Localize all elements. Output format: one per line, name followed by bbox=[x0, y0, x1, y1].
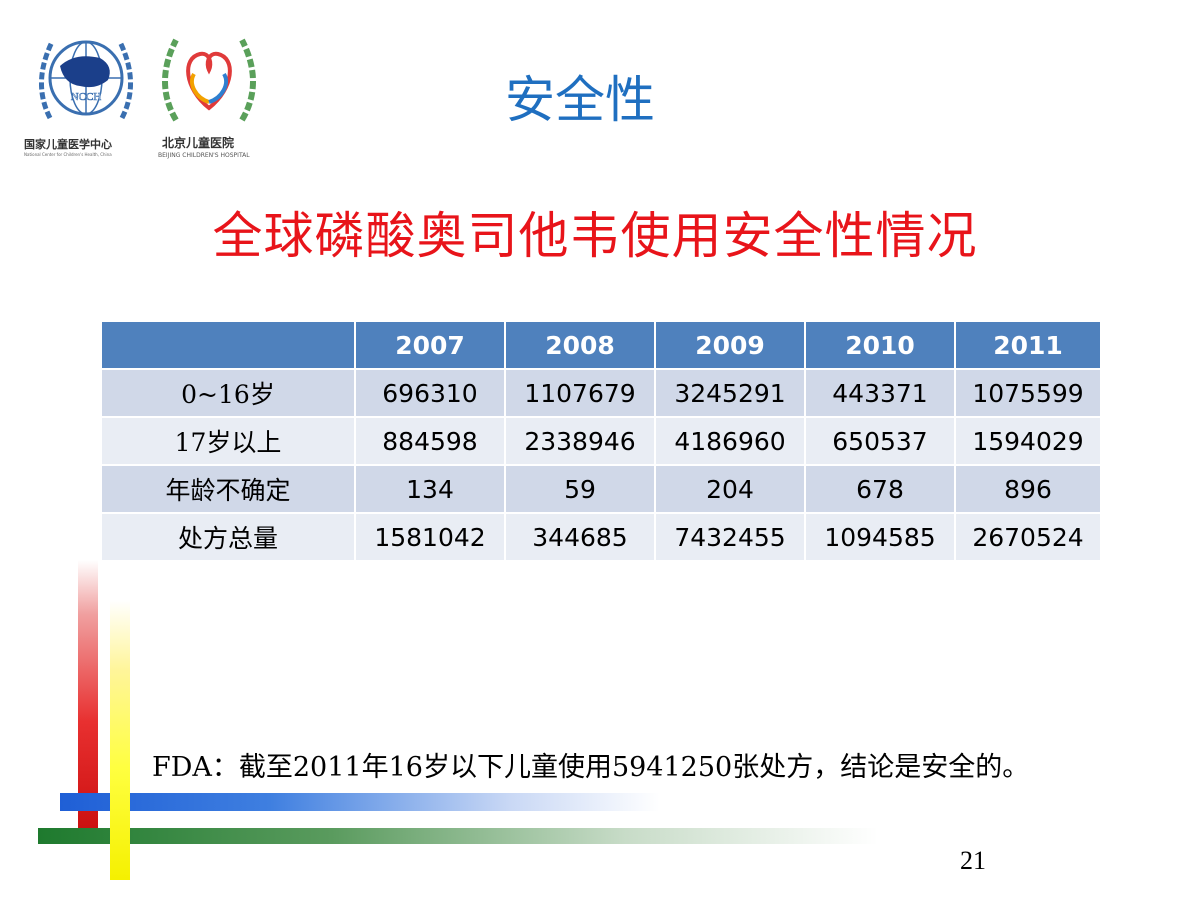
row-label: 年龄不确定 bbox=[100, 464, 356, 514]
slide-subtitle: 全球磷酸奥司他韦使用安全性情况 bbox=[212, 207, 978, 265]
table-cell: 1075599 bbox=[954, 368, 1102, 418]
table-cell: 696310 bbox=[354, 368, 506, 418]
table-cell: 3245291 bbox=[654, 368, 806, 418]
table-cell: 884598 bbox=[354, 416, 506, 466]
decorative-yellow-bar bbox=[110, 600, 130, 880]
column-header bbox=[100, 320, 356, 370]
table-cell: 443371 bbox=[804, 368, 956, 418]
table-cell: 650537 bbox=[804, 416, 956, 466]
column-header: 2010 bbox=[804, 320, 956, 370]
logo-area: NCCH 国家儿童医学中心 National Center for Childr… bbox=[22, 28, 272, 163]
table-cell: 1094585 bbox=[804, 512, 956, 562]
column-header: 2009 bbox=[654, 320, 806, 370]
table-cell: 4186960 bbox=[654, 416, 806, 466]
table-row: 处方总量 1581042 344685 7432455 1094585 2670… bbox=[100, 512, 1102, 562]
page-title-text: 安全性 bbox=[505, 71, 655, 129]
ncch-subname: National Center for Children's Health, C… bbox=[24, 152, 112, 157]
prescription-table: 2007 2008 2009 2010 2011 0~16岁 696310 11… bbox=[100, 320, 1102, 562]
table-cell: 1594029 bbox=[954, 416, 1102, 466]
row-label: 17岁以上 bbox=[100, 416, 356, 466]
ncch-emblem-text: NCCH bbox=[71, 91, 102, 103]
decorative-green-bar bbox=[38, 828, 878, 844]
page-title: 安全性 bbox=[0, 60, 1160, 132]
bch-logo-icon bbox=[162, 38, 256, 122]
table-header-row: 2007 2008 2009 2010 2011 bbox=[100, 320, 1102, 370]
table-cell: 2670524 bbox=[954, 512, 1102, 562]
fda-footnote: FDA：截至2011年16岁以下儿童使用5941250张处方，结论是安全的。 bbox=[152, 752, 1030, 783]
table-cell: 7432455 bbox=[654, 512, 806, 562]
column-header: 2008 bbox=[504, 320, 656, 370]
table-cell: 1581042 bbox=[354, 512, 506, 562]
column-header: 2007 bbox=[354, 320, 506, 370]
decorative-blue-bar bbox=[60, 793, 660, 811]
table-cell: 134 bbox=[354, 464, 506, 514]
ncch-name: 国家儿童医学中心 bbox=[24, 138, 112, 151]
table-cell: 678 bbox=[804, 464, 956, 514]
table-cell: 1107679 bbox=[504, 368, 656, 418]
table-cell: 896 bbox=[954, 464, 1102, 514]
page-number: 21 bbox=[960, 846, 986, 875]
row-label: 处方总量 bbox=[100, 512, 356, 562]
table-row: 17岁以上 884598 2338946 4186960 650537 1594… bbox=[100, 416, 1102, 466]
table-cell: 204 bbox=[654, 464, 806, 514]
ncch-logo-icon: NCCH bbox=[39, 40, 133, 120]
decorative-red-bar bbox=[78, 560, 98, 830]
table-row: 年龄不确定 134 59 204 678 896 bbox=[100, 464, 1102, 514]
bch-subname: BEIJING CHILDREN'S HOSPITAL bbox=[158, 152, 250, 159]
table-cell: 59 bbox=[504, 464, 656, 514]
row-label: 0~16岁 bbox=[100, 368, 356, 418]
table-cell: 344685 bbox=[504, 512, 656, 562]
table-row: 0~16岁 696310 1107679 3245291 443371 1075… bbox=[100, 368, 1102, 418]
bch-name: 北京儿童医院 bbox=[162, 136, 235, 150]
column-header: 2011 bbox=[954, 320, 1102, 370]
table-cell: 2338946 bbox=[504, 416, 656, 466]
